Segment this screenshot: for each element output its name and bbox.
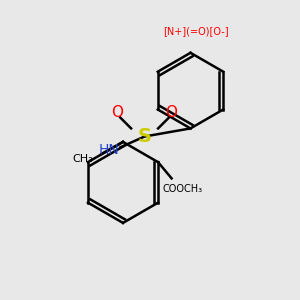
Text: [N+](=O)[O-]: [N+](=O)[O-] <box>163 26 229 36</box>
Text: CH₃: CH₃ <box>72 154 93 164</box>
Text: O: O <box>112 105 124 120</box>
Text: COOCH₃: COOCH₃ <box>162 184 202 194</box>
Text: HN: HN <box>99 143 120 157</box>
Text: O: O <box>166 105 178 120</box>
Text: S: S <box>138 127 152 146</box>
